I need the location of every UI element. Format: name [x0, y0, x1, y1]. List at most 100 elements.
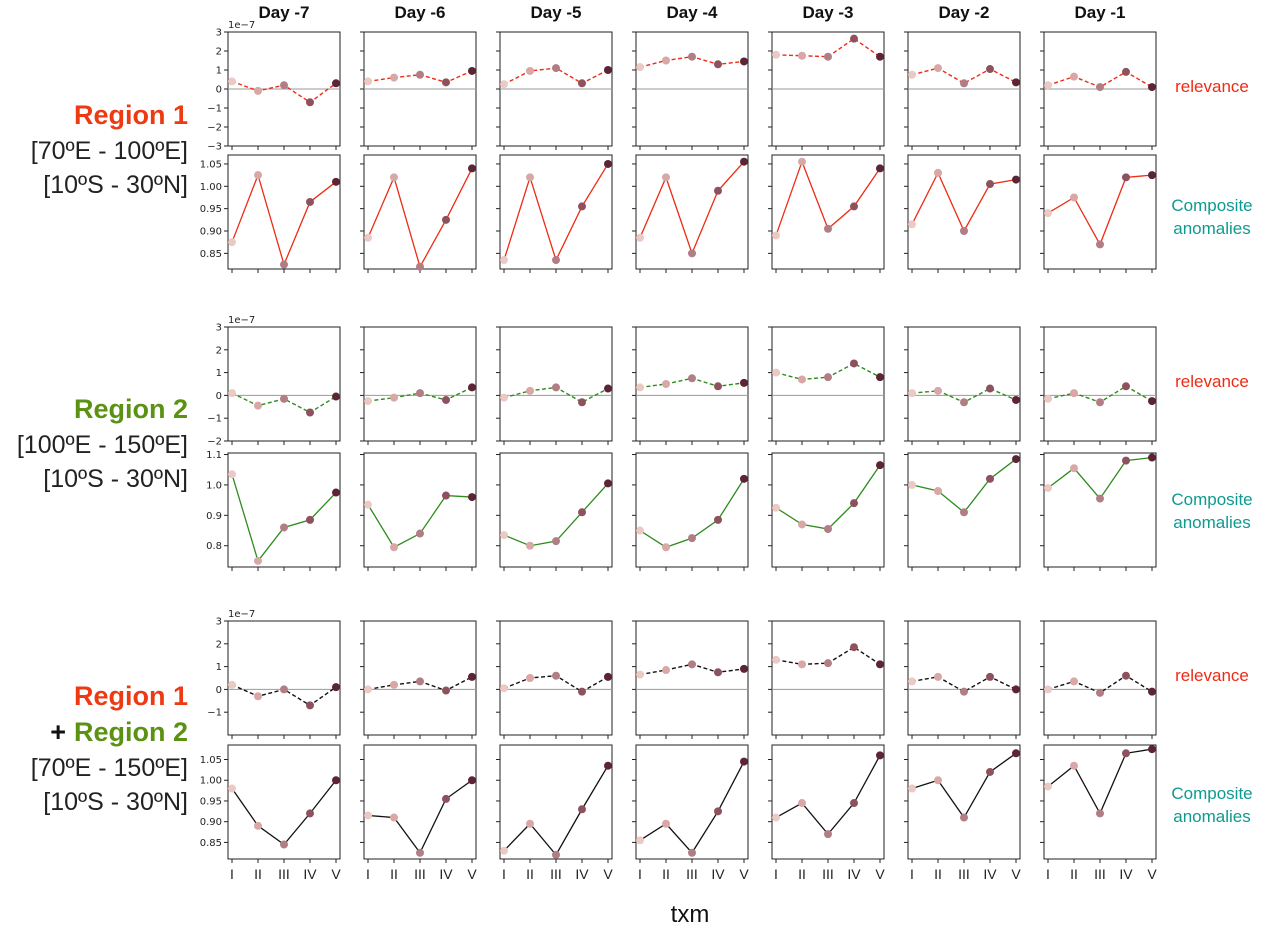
- data-point: [228, 389, 236, 398]
- x-tick-label: IV: [847, 866, 861, 882]
- data-point: [442, 794, 450, 803]
- data-point: [1044, 81, 1052, 90]
- data-point: [688, 374, 696, 383]
- data-point: [228, 784, 236, 793]
- data-point: [772, 503, 780, 512]
- data-point: [442, 686, 450, 695]
- data-point: [824, 525, 832, 533]
- y-tick-label: 0: [216, 85, 222, 96]
- data-point: [1096, 494, 1104, 503]
- panel-frame: [227, 154, 341, 270]
- data-point: [468, 776, 476, 785]
- day-title: Day -3: [802, 3, 853, 22]
- panel-frame: [771, 744, 885, 860]
- data-point: [714, 515, 722, 524]
- data-point: [908, 389, 916, 398]
- data-point: [416, 389, 424, 398]
- data-point: [876, 461, 884, 470]
- data-point: [960, 508, 968, 517]
- panel-frame: [771, 452, 885, 568]
- y-tick-label: 0.8: [206, 541, 222, 552]
- y-tick-label: −2: [207, 437, 222, 448]
- region-2-title: Region 2: [74, 394, 188, 424]
- data-point: [1122, 67, 1130, 76]
- data-point: [500, 684, 508, 693]
- data-point: [442, 215, 450, 224]
- series-line: [1047, 748, 1153, 815]
- anomalies-label-line2: anomalies: [1173, 513, 1251, 532]
- data-point: [662, 173, 670, 182]
- combined-region-1-title: Region 1: [74, 681, 188, 711]
- data-point: [332, 177, 340, 186]
- data-point: [1148, 171, 1156, 180]
- data-point: [306, 408, 314, 417]
- x-tick-label: II: [526, 866, 534, 882]
- x-tick-label: III: [1094, 866, 1106, 882]
- series-line: [775, 464, 881, 530]
- data-point: [364, 500, 372, 509]
- data-point: [552, 64, 560, 73]
- panel-frame: [907, 620, 1021, 736]
- data-point: [1012, 78, 1020, 87]
- panel-frame: [499, 154, 613, 270]
- panel-frame: [907, 326, 1021, 442]
- x-tick-label: I: [366, 866, 370, 882]
- data-point: [740, 157, 748, 166]
- data-point: [1012, 685, 1020, 694]
- data-point: [1070, 464, 1078, 473]
- data-point: [442, 78, 450, 87]
- data-point: [468, 66, 476, 75]
- data-point: [824, 224, 832, 233]
- data-point: [688, 534, 696, 543]
- data-point: [740, 474, 748, 483]
- anomalies-label-line1: Composite: [1171, 196, 1252, 215]
- panel-frame: [227, 620, 341, 736]
- region-2-longitude: [100ºE - 150ºE]: [17, 431, 188, 459]
- y-tick-label: 0.90: [200, 227, 222, 238]
- data-point: [934, 776, 942, 785]
- data-point: [1096, 688, 1104, 697]
- data-point: [552, 256, 560, 265]
- data-point: [364, 685, 372, 694]
- x-tick-label: II: [254, 866, 262, 882]
- data-point: [364, 397, 372, 406]
- data-point: [1070, 72, 1078, 81]
- data-point: [1096, 83, 1104, 92]
- data-point: [254, 86, 262, 95]
- data-point: [662, 543, 670, 552]
- y-exponent-label: 1e−7: [228, 20, 255, 31]
- data-point: [1070, 761, 1078, 770]
- data-point: [552, 383, 560, 392]
- data-point: [604, 672, 612, 681]
- data-point: [688, 52, 696, 61]
- data-point: [688, 249, 696, 258]
- data-point: [442, 395, 450, 404]
- data-point: [254, 171, 262, 180]
- panel-frame: [227, 326, 341, 442]
- data-point: [876, 751, 884, 760]
- data-point: [850, 799, 858, 808]
- data-point: [960, 813, 968, 822]
- data-point: [850, 643, 858, 652]
- data-point: [578, 687, 586, 696]
- data-point: [986, 767, 994, 776]
- data-point: [500, 80, 508, 89]
- data-point: [960, 227, 968, 235]
- data-point: [960, 398, 968, 407]
- y-tick-label: 0.90: [200, 817, 222, 828]
- x-tick-label: II: [798, 866, 806, 882]
- data-point: [578, 398, 586, 407]
- data-point: [1148, 83, 1156, 92]
- y-tick-label: 1.0: [206, 480, 222, 491]
- data-point: [688, 848, 696, 857]
- data-point: [1148, 745, 1156, 754]
- data-point: [416, 848, 424, 857]
- anomalies-label-line2: anomalies: [1173, 807, 1251, 826]
- data-point: [824, 659, 832, 668]
- data-point: [986, 180, 994, 189]
- x-tick-label: III: [822, 866, 834, 882]
- data-point: [254, 692, 262, 701]
- data-point: [714, 668, 722, 677]
- data-point: [908, 220, 916, 229]
- data-point: [306, 197, 314, 206]
